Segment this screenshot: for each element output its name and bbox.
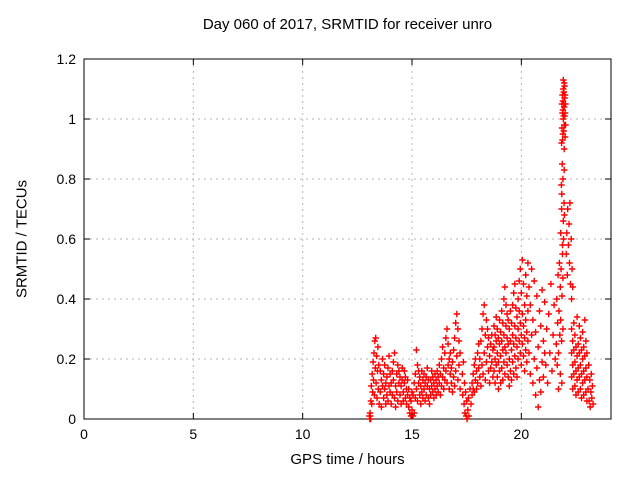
x-tick-label: 5 [189,426,198,442]
x-tick-label: 20 [513,426,530,442]
x-tick-label: 10 [294,426,311,442]
x-tick-label: 0 [80,426,88,442]
y-tick-label: 1.2 [56,51,76,67]
y-tick-label: 0 [68,411,76,427]
y-tick-label: 0.2 [56,351,76,367]
y-tick-label: 0.4 [56,291,76,307]
chart-title: Day 060 of 2017, SRMTID for receiver unr… [202,16,493,33]
y-tick-label: 1 [68,111,76,127]
y-tick-label: 0.8 [56,171,76,187]
plot-border [83,58,612,420]
x-axis-label: GPS time / hours [290,451,405,468]
x-tick-label: 15 [404,426,420,442]
y-tick-label: 0.6 [56,231,76,247]
data-points [366,76,597,423]
